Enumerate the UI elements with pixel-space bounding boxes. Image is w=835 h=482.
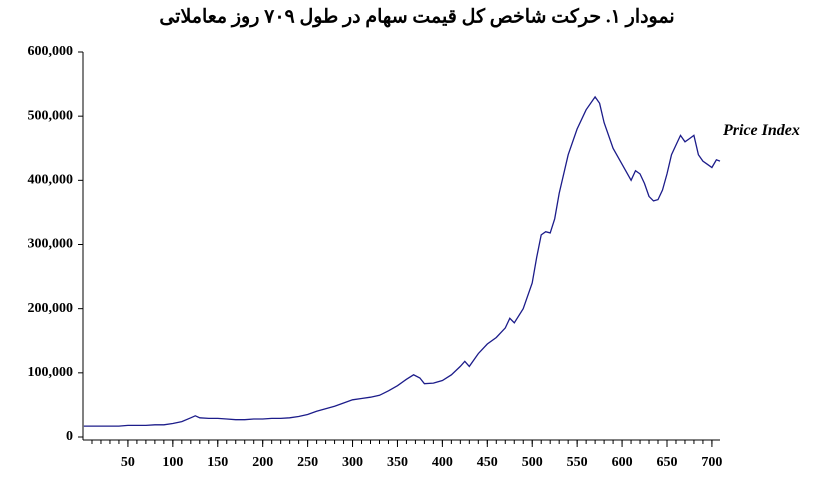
x-tick-label: 100 [162,455,183,470]
x-tick-label: 50 [121,455,135,470]
y-tick-label: 0 [66,429,73,444]
x-tick-label: 550 [567,455,588,470]
x-tick-label: 400 [432,455,453,470]
y-tick-label: 600,000 [28,44,74,59]
chart-title: نمودار ۱. حرکت شاخص کل قیمت سهام در طول … [159,6,674,27]
y-tick-label: 100,000 [28,365,74,380]
x-tick-label: 450 [477,455,498,470]
x-tick-label: 350 [387,455,408,470]
line [83,95,721,427]
x-tick-label: 700 [701,455,722,470]
x-tick-label: 300 [342,455,363,470]
x-tick-label: 250 [297,455,318,470]
y-tick-label: 300,000 [28,237,74,252]
x-tick-label: 150 [207,455,228,470]
x-tick-label: 200 [252,455,273,470]
x-tick-label: 600 [612,455,633,470]
y-tick-label: 200,000 [28,301,74,316]
y-tick-label: 500,000 [28,108,74,123]
y-tick-label: 400,000 [28,173,74,188]
annotation: Price Index [722,122,800,139]
x-tick-label: 500 [522,455,543,470]
x-tick-label: 650 [656,455,677,470]
